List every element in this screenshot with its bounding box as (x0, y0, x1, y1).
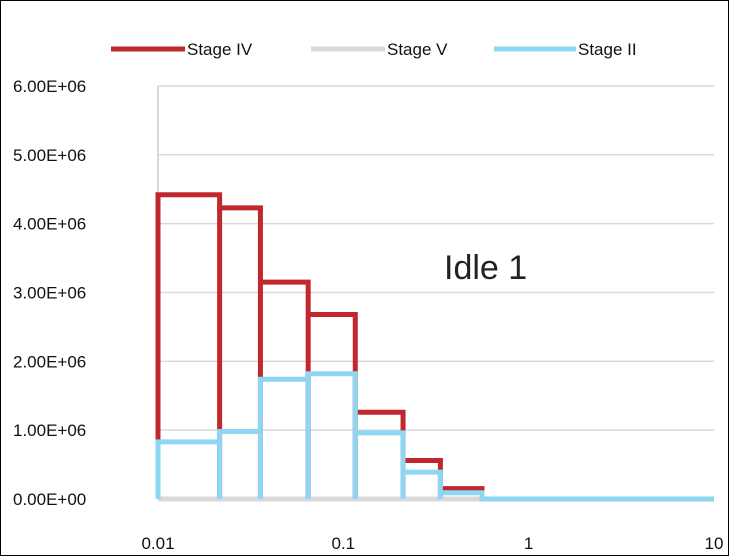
annotation-label: Idle 1 (444, 249, 527, 287)
series-group (155, 192, 714, 502)
y-tick-label: 3.00E+06 (13, 284, 86, 303)
y-tick-label: 1.00E+06 (13, 421, 86, 440)
x-tick-label: 0.1 (332, 534, 356, 553)
x-tick-label: 0.01 (141, 534, 174, 553)
y-axis: 0.00E+00 1.00E+06 2.00E+06 3.00E+06 4.00E+06… (13, 77, 159, 509)
y-tick-label: 4.00E+06 (13, 215, 86, 234)
legend-label: Stage II (578, 40, 637, 59)
grid-lines (158, 85, 714, 431)
series-line-stage-ii (155, 371, 714, 502)
legend-label: Stage V (387, 40, 448, 59)
legend-label: Stage IV (187, 40, 253, 59)
y-tick-label: 0.00E+00 (13, 490, 86, 509)
x-tick-label: 1 (524, 534, 533, 553)
y-tick-label: 2.00E+06 (13, 352, 86, 371)
x-axis: 0.01 0.1 1 10 (141, 534, 723, 553)
y-tick-label: 6.00E+06 (13, 77, 86, 96)
y-tick-label: 5.00E+06 (13, 146, 86, 165)
series-line-stage-iv (155, 192, 714, 502)
x-tick-label: 10 (705, 534, 724, 553)
legend: Stage IV Stage V Stage II (111, 40, 637, 59)
